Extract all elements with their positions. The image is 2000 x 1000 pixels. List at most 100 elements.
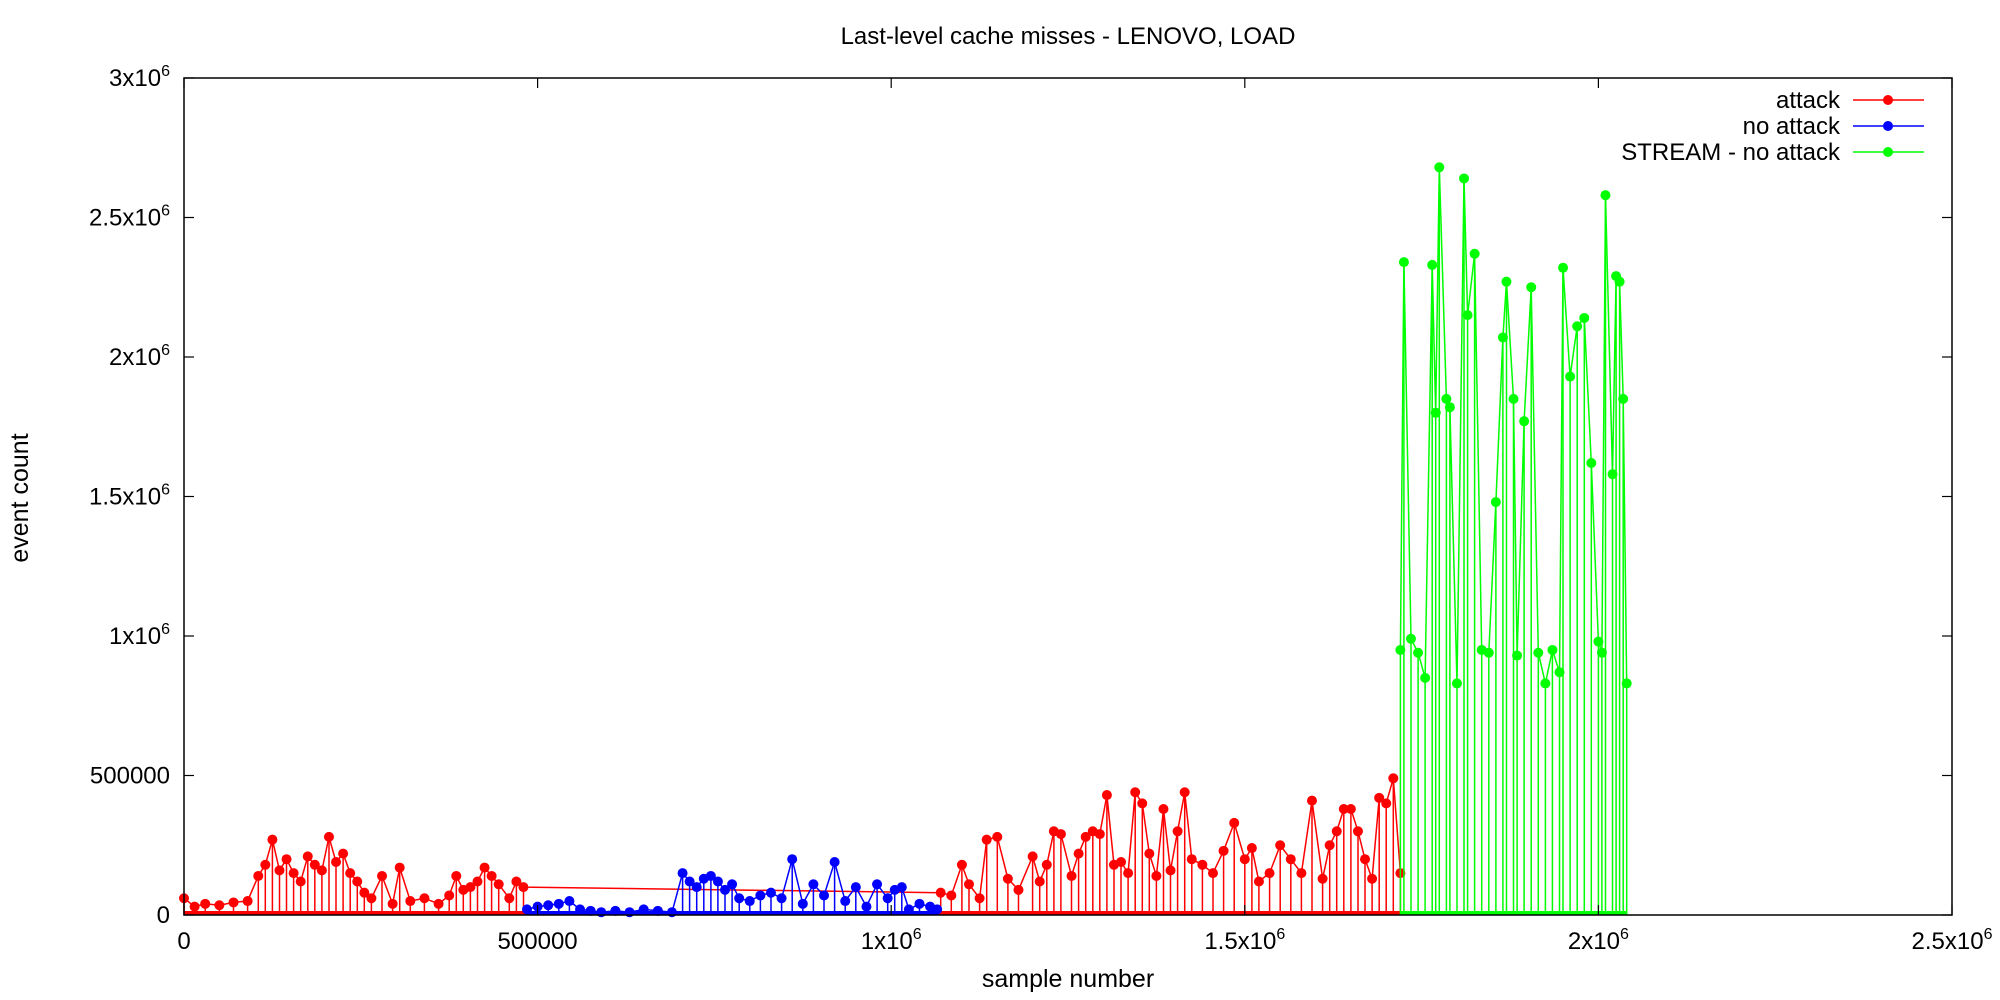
series-1-point bbox=[652, 905, 663, 916]
series-0-point bbox=[366, 893, 377, 904]
series-0-point bbox=[1158, 803, 1169, 814]
x-tick-label: 0 bbox=[177, 928, 190, 955]
series-0-point bbox=[444, 890, 455, 901]
series-0-point bbox=[1360, 854, 1371, 865]
series-0-point bbox=[479, 862, 490, 873]
series-0-point bbox=[1296, 868, 1307, 879]
series-2-point bbox=[1512, 650, 1523, 661]
axis-ticks: 0 500000 1x106 1.5x106 2x106 2.5x10605000001x… bbox=[89, 63, 1993, 955]
series-0-point bbox=[518, 882, 529, 893]
series-2-line bbox=[1399, 167, 1628, 684]
series-1-point bbox=[691, 882, 702, 893]
y-tick-label: 1x106 bbox=[109, 621, 170, 650]
x-tick-label-exponent: 6 bbox=[1276, 926, 1285, 943]
y-tick-label-exponent: 6 bbox=[161, 342, 170, 359]
series-0-point bbox=[1130, 787, 1141, 798]
series-0-point bbox=[1186, 854, 1197, 865]
series-2-point bbox=[1565, 371, 1576, 382]
series-1-point bbox=[872, 879, 883, 890]
series-2-point bbox=[1526, 282, 1537, 293]
y-tick-label-base: 500000 bbox=[90, 763, 170, 790]
series-2-point bbox=[1519, 416, 1530, 427]
x-tick-label: 2.5x106 bbox=[1912, 926, 1993, 955]
series-2-point bbox=[1558, 262, 1569, 273]
series-2-point bbox=[1540, 678, 1551, 689]
series-1-point bbox=[914, 898, 925, 909]
series-0-point bbox=[493, 879, 504, 890]
series-2-point bbox=[1451, 678, 1462, 689]
series-2-point bbox=[1459, 173, 1470, 184]
series-0-point bbox=[331, 856, 342, 867]
series-0-point bbox=[309, 859, 320, 870]
series-0-point bbox=[316, 865, 327, 876]
legend-label-1: no attack bbox=[1743, 113, 1841, 140]
y-axis-title: event count bbox=[6, 433, 34, 562]
series-0-point bbox=[1367, 873, 1378, 884]
series-1-point bbox=[882, 893, 893, 904]
series-1-point bbox=[543, 900, 554, 911]
y-tick-label-base: 1.5x10 bbox=[89, 484, 161, 511]
series-1-point bbox=[712, 876, 723, 887]
series-2-point bbox=[1572, 321, 1583, 332]
series-1-point bbox=[797, 898, 808, 909]
x-tick-label-base: 1.5x10 bbox=[1204, 928, 1276, 955]
series-1-baseline bbox=[526, 911, 938, 915]
series-0-point bbox=[472, 876, 483, 887]
series-2-spikes bbox=[1399, 167, 1628, 915]
series-1-point bbox=[808, 879, 819, 890]
series-0-point bbox=[242, 896, 253, 907]
x-tick-label: 2x106 bbox=[1568, 926, 1629, 955]
legend-marker-0 bbox=[1883, 95, 1893, 105]
series-2-point bbox=[1621, 678, 1632, 689]
series-0-point bbox=[295, 876, 306, 887]
y-tick-label-base: 3x10 bbox=[109, 65, 161, 92]
y-tick-label: 3x106 bbox=[109, 63, 170, 92]
legend-label-2: STREAM - no attack bbox=[1621, 139, 1841, 166]
series-1-point bbox=[932, 904, 943, 915]
series-0-point bbox=[956, 859, 967, 870]
series-1-point bbox=[819, 890, 830, 901]
series-0-point bbox=[504, 893, 515, 904]
series-0-point bbox=[189, 901, 200, 912]
series-0-point bbox=[394, 862, 405, 873]
series-2-point bbox=[1554, 667, 1565, 678]
series-1 bbox=[521, 854, 943, 918]
series-0-point bbox=[1151, 870, 1162, 881]
series-0-point bbox=[1002, 873, 1013, 884]
series-0-point bbox=[1246, 843, 1257, 854]
series-0-point bbox=[419, 893, 430, 904]
x-tick-label: 500000 bbox=[498, 928, 578, 955]
series-0-point bbox=[1034, 876, 1045, 887]
y-tick-label: 1.5x106 bbox=[89, 482, 170, 511]
series-0-point bbox=[974, 893, 985, 904]
series-0-point bbox=[1306, 795, 1317, 806]
series-0-point bbox=[405, 896, 416, 907]
series-1-point bbox=[840, 896, 851, 907]
series-1-point bbox=[861, 901, 872, 912]
y-tick-label-base: 2.5x10 bbox=[89, 205, 161, 232]
series-0-point bbox=[1253, 876, 1264, 887]
series-0-point bbox=[1116, 856, 1127, 867]
series-0-point bbox=[345, 868, 356, 879]
series-1-point bbox=[585, 905, 596, 916]
series-2-point bbox=[1469, 248, 1480, 259]
series-0-point bbox=[1172, 826, 1183, 837]
y-tick-label: 2x106 bbox=[109, 342, 170, 371]
y-tick-label-base: 2x10 bbox=[109, 344, 161, 371]
series-1-point bbox=[677, 868, 688, 879]
series-2-point bbox=[1420, 672, 1431, 683]
series-2-point bbox=[1497, 332, 1508, 343]
series-0-point bbox=[228, 897, 239, 908]
series-0-point bbox=[1239, 854, 1250, 865]
series-0-point bbox=[1165, 865, 1176, 876]
series-2-point bbox=[1547, 644, 1558, 655]
y-tick-label: 500000 bbox=[90, 763, 170, 790]
series-0-point bbox=[1388, 773, 1399, 784]
series-0-point bbox=[1218, 845, 1229, 856]
y-tick-label-exponent: 6 bbox=[161, 621, 170, 638]
series-0-point bbox=[1073, 848, 1084, 859]
series-0-point bbox=[1179, 787, 1190, 798]
series-2-point bbox=[1395, 644, 1406, 655]
series-1-point bbox=[610, 905, 621, 916]
series-2-point bbox=[1490, 497, 1501, 508]
